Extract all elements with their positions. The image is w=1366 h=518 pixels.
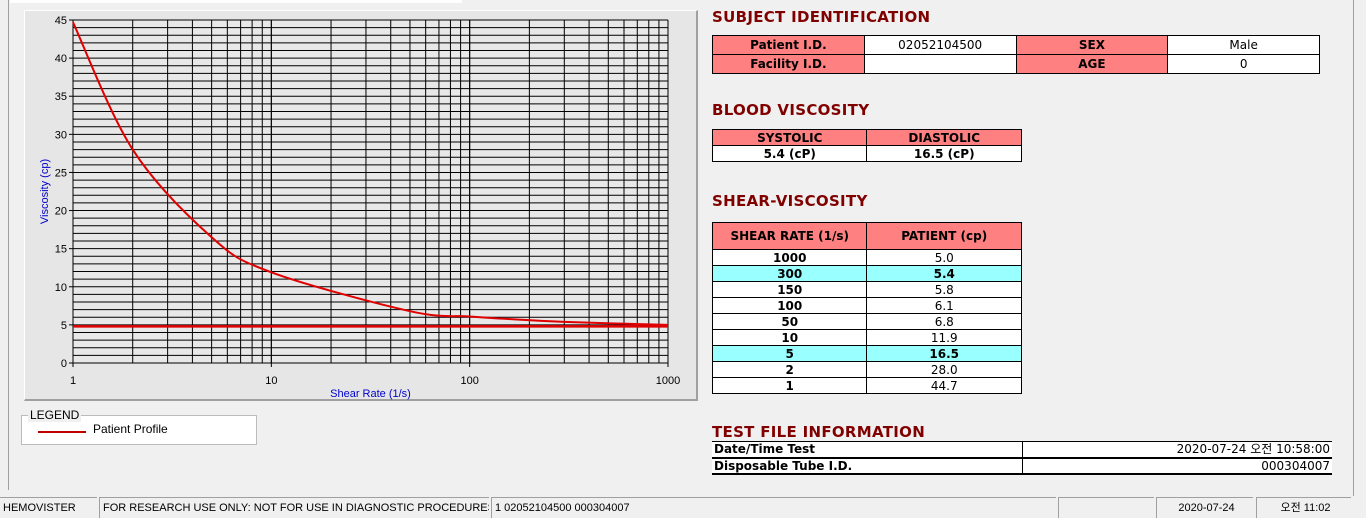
patient-id-value: 02052104500 [863,35,1017,55]
shear-rate-cell: 10 [711,329,868,346]
systolic-label: SYSTOLIC [711,129,868,146]
y-tick-label: 15 [55,244,67,256]
shear-rate-cell: 2 [711,361,868,378]
subject-title: SUBJECT IDENTIFICATION [712,8,931,26]
shear-row: 5 16.5 [711,345,1022,362]
shear-rate-cell: 1 [711,377,868,394]
patient-cell: 44.7 [866,377,1022,394]
plot-area [73,20,668,363]
systolic-value: 5.4 (cP) [711,145,868,162]
facility-id-value [863,54,1017,74]
shear-row: 100 6.1 [711,297,1022,314]
shear-row: 2 28.0 [711,361,1022,378]
y-tick-label: 25 [55,167,67,179]
x-tick-label: 1000 [656,375,680,387]
y-tick-label: 30 [55,129,67,141]
x-tick-label: 10 [265,375,277,387]
status-empty [1058,497,1154,518]
x-tick-label: 100 [460,375,478,387]
patient-cell: 16.5 [866,345,1022,362]
shear-rate-cell: 5 [711,345,868,362]
shear-viscosity-table: SHEAR RATE (1/s) PATIENT (cp) 1000 5.0 300 5… [711,222,1022,394]
legend-line-swatch [38,431,86,433]
status-app: HEMOVISTER [0,497,97,518]
y-tick-label: 40 [55,53,67,65]
status-time: 오전 11:02 [1256,497,1351,518]
shear-rate-cell: 100 [711,297,868,314]
patient-cell: 11.9 [866,329,1022,346]
y-tick-label: 35 [55,91,67,103]
diastolic-label: DIASTOLIC [866,129,1022,146]
y-tick-label: 0 [61,358,67,370]
y-tick-label: 45 [55,15,67,27]
y-tick-label: 5 [61,320,67,332]
diastolic-value: 16.5 (cP) [866,145,1022,162]
age-value: 0 [1167,54,1320,74]
facility-id-label: Facility I.D. [712,54,865,74]
x-tick-label: 1 [70,375,76,387]
patient-id-label: Patient I.D. [712,35,865,55]
patient-cell: 5.8 [866,281,1022,298]
shear-rate-cell: 150 [711,281,868,298]
test-title: TEST FILE INFORMATION [712,423,926,441]
shear-row: 150 5.8 [711,281,1022,298]
patient-cell: 5.0 [866,249,1022,266]
shear-row: 300 5.4 [711,265,1022,282]
date-time-value: 2020-07-24 오전 10:58:00 [1022,441,1332,459]
shear-row: 1000 5.0 [711,249,1022,266]
blood-title: BLOOD VISCOSITY [712,101,870,119]
patient-cell: 6.1 [866,297,1022,314]
top-strip [10,0,462,3]
shear-rate-cell: 300 [711,265,868,282]
shear-rate-cell: 1000 [711,249,868,266]
status-record: 1 02052104500 000304007 [491,497,1056,518]
blood-viscosity-table: SYSTOLIC DIASTOLIC 5.4 (cP) 16.5 (cP) [711,129,1022,162]
shear-rate-header: SHEAR RATE (1/s) [711,222,868,250]
shear-row: 10 11.9 [711,329,1022,346]
shear-rate-cell: 50 [711,313,868,330]
test-file-table: Date/Time Test 2020-07-24 오전 10:58:00 Dis… [712,441,1332,475]
date-time-label: Date/Time Test [712,441,1023,459]
shear-row: 50 6.8 [711,313,1022,330]
shear-row: 1 44.7 [711,377,1022,394]
y-tick-label: 20 [55,206,67,218]
status-notice: FOR RESEARCH USE ONLY: NOT FOR USE IN DI… [99,497,489,518]
patient-header: PATIENT (cp) [866,222,1022,250]
shear-title: SHEAR-VISCOSITY [712,192,868,210]
tube-id-value: 000304007 [1022,457,1332,475]
age-label: AGE [1015,54,1169,74]
left-divider [8,0,9,490]
vertical-scrollbar[interactable] [1353,0,1366,496]
x-axis-label: Shear Rate (1/s) [330,388,411,400]
legend-title: LEGEND [28,408,82,422]
sex-label: SEX [1015,35,1169,55]
legend-item-label: Patient Profile [93,422,168,436]
patient-cell: 28.0 [866,361,1022,378]
patient-cell: 5.4 [866,265,1022,282]
sex-value: Male [1167,35,1320,55]
series-patient-profile [72,21,669,326]
viscosity-chart: 0 5 10 15 20 25 30 35 40 45 1 10 100 1000 Shear Rate (… [39,15,680,400]
status-date: 2020-07-24 [1156,497,1253,518]
legend: LEGEND Patient Profile [21,408,257,445]
y-tick-label: 10 [55,282,67,294]
tube-id-label: Disposable Tube I.D. [712,457,1023,475]
subject-table: Patient I.D. 02052104500 SEX Male Facility … [712,35,1320,74]
y-axis-label: Viscosity (cp) [39,159,51,224]
patient-cell: 6.8 [866,313,1022,330]
